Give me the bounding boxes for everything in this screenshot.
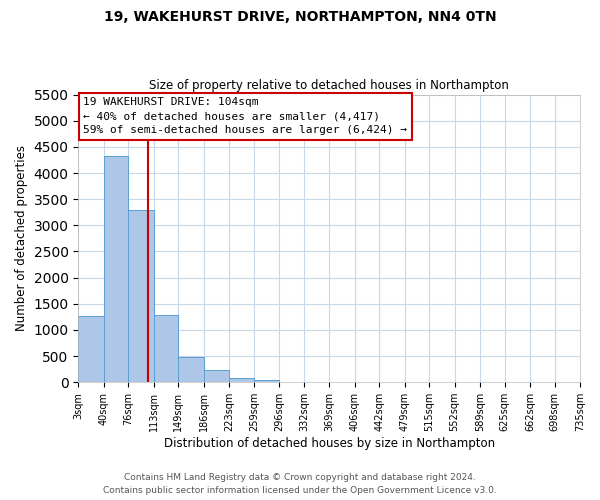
Title: Size of property relative to detached houses in Northampton: Size of property relative to detached ho… <box>149 79 509 92</box>
Bar <box>79 316 104 382</box>
Text: 19, WAKEHURST DRIVE, NORTHAMPTON, NN4 0TN: 19, WAKEHURST DRIVE, NORTHAMPTON, NN4 0T… <box>104 10 496 24</box>
Bar <box>254 380 279 382</box>
Bar <box>154 316 178 382</box>
Y-axis label: Number of detached properties: Number of detached properties <box>15 146 28 332</box>
X-axis label: Distribution of detached houses by size in Northampton: Distribution of detached houses by size … <box>164 437 495 450</box>
Text: Contains HM Land Registry data © Crown copyright and database right 2024.
Contai: Contains HM Land Registry data © Crown c… <box>103 474 497 495</box>
Bar <box>178 357 204 382</box>
Bar <box>229 378 254 382</box>
Bar <box>104 156 128 382</box>
Bar <box>128 210 154 382</box>
Bar <box>204 370 229 382</box>
Text: 19 WAKEHURST DRIVE: 104sqm
← 40% of detached houses are smaller (4,417)
59% of s: 19 WAKEHURST DRIVE: 104sqm ← 40% of deta… <box>83 98 407 136</box>
